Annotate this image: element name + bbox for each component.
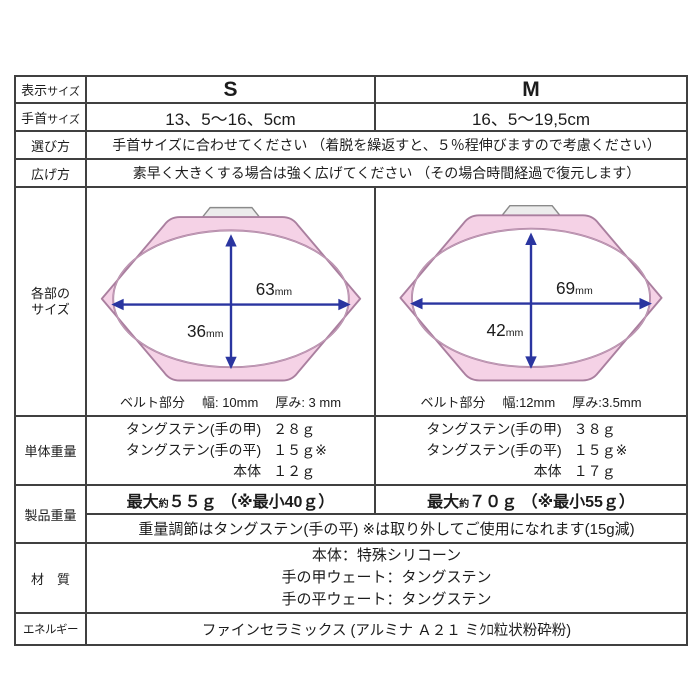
belt-width: 幅:12mm xyxy=(502,395,556,410)
spec-table: 表示サイズ S M 手首サイズ 13、5～16、5cm 16、5～19,5cm … xyxy=(14,75,688,646)
how-to-widen-text: 素早く大きくする場合は強く広げてください （その場合時間経過で復元します） xyxy=(85,158,688,188)
weight-item-name: タングステン(手の甲) xyxy=(125,421,262,437)
row-product-weight-note: 重量調節はタングステン(手の平) ※は取り外してご使用になれます(15g減) xyxy=(15,513,688,544)
size-header-s: S xyxy=(85,75,376,104)
how-to-choose-text: 手首サイズに合わせてください （着脱を繰返すと、５％程伸びますので考慮ください） xyxy=(85,130,688,160)
pw-approx: 約 xyxy=(158,498,169,510)
weight-item-name: タングステン(手の平) xyxy=(426,442,562,458)
label-material: 材 質 xyxy=(14,542,87,614)
pw-prefix: 最大 xyxy=(427,493,460,511)
label-wrist-size-main: 手首 xyxy=(21,110,48,126)
pw-prefix: 最大 xyxy=(126,493,159,511)
pw-min-note: （※最小40ｇ） xyxy=(221,493,335,511)
width-dimension-label: 69mm xyxy=(556,278,593,298)
weight-item-name: 本体 xyxy=(233,463,262,479)
height-dimension-label: 42mm xyxy=(487,320,524,340)
belt-caption-s: ベルト部分 幅: 10mm 厚み: 3 mm xyxy=(119,390,342,414)
row-wrist-size: 手首サイズ 13、5～16、5cm 16、5～19,5cm xyxy=(14,102,688,132)
weight-item-name: タングステン(手の甲) xyxy=(426,421,562,437)
label-display-size-small: サイズ xyxy=(47,86,80,98)
material-line-palm-weight: 手の平ウェート：タングステン xyxy=(281,591,492,608)
weight-item-value: １５ｇ※ xyxy=(273,442,327,458)
clasp-icon xyxy=(500,204,562,216)
label-how-to-choose: 選び方 xyxy=(14,130,87,160)
product-weight-s: 最大約５５ｇ （※最小40ｇ） xyxy=(85,484,376,515)
weight-item-name: 本体 xyxy=(533,463,562,479)
pw-approx: 約 xyxy=(459,498,470,510)
wrist-size-m: 16、5～19,5cm xyxy=(374,102,688,132)
product-weight-note: 重量調節はタングステン(手の平) ※は取り外してご使用になれます(15g減) xyxy=(85,513,688,544)
unit-weight-m: タングステン(手の甲) ３８ｇ タングステン(手の平) １５ｇ※ 本体 １７ｇ xyxy=(374,415,688,486)
material-line-back-weight: 手の甲ウェート：タングステン xyxy=(281,569,492,586)
height-arrow xyxy=(224,234,237,370)
bracelet-diagram-s: 63mm 36mm xyxy=(100,206,361,382)
row-material: 材 質 本体：特殊シリコーン 手の甲ウェート：タングステン 手の平ウェート：タン… xyxy=(14,542,688,614)
label-product-weight: 製品重量 xyxy=(14,484,87,544)
energy-text: ファインセラミックス (アルミナ Ａ２１ ミｸﾛ粒状粉砕粉) xyxy=(85,612,688,646)
pw-value: ７０ｇ xyxy=(469,493,518,511)
weight-item-value: １２ｇ xyxy=(273,463,316,479)
weight-item-value: ３８ｇ xyxy=(573,421,616,437)
label-part-sizes-line2: サイズ xyxy=(31,301,70,317)
row-display-size: 表示サイズ S M xyxy=(14,75,688,104)
label-part-sizes: 各部の サイズ xyxy=(14,186,87,417)
label-display-size-main: 表示 xyxy=(21,83,48,98)
label-how-to-widen: 広げ方 xyxy=(14,158,87,188)
label-energy: エネルギー xyxy=(14,612,87,646)
label-wrist-size-small: サイズ xyxy=(47,113,80,126)
belt-label: ベルト部分 xyxy=(119,395,185,410)
row-how-to-widen: 広げ方 素早く大きくする場合は強く広げてください （その場合時間経過で復元します… xyxy=(14,158,688,188)
size-header-m: M xyxy=(374,75,688,104)
part-sizes-m-cell: 69mm 42mm ベルト部分 幅:12mm 厚み:3.5mm xyxy=(374,186,688,417)
belt-caption-m: ベルト部分 幅:12mm 厚み:3.5mm xyxy=(420,390,642,414)
weight-item-value: １７ｇ xyxy=(573,463,616,479)
bracelet-diagram-m: 69mm 42mm xyxy=(399,204,663,382)
material-line-body: 本体：特殊シリコーン xyxy=(311,547,462,564)
product-weight-m: 最大約７０ｇ （※最小55ｇ） xyxy=(374,484,688,515)
part-sizes-s-cell: 63mm 36mm ベルト部分 幅: 10mm 厚み: 3 mm xyxy=(85,186,376,417)
wrist-size-s: 13、5～16、5cm xyxy=(85,102,376,132)
belt-width: 幅: 10mm xyxy=(201,395,259,410)
weight-item-value: ２８ｇ xyxy=(273,421,316,437)
row-part-sizes: 各部の サイズ xyxy=(14,186,688,417)
height-arrow xyxy=(525,232,537,369)
row-unit-weight: 単体重量 タングステン(手の甲) ２８ｇ タングステン(手の平) １５ｇ※ 本体 １２… xyxy=(14,415,688,486)
weight-item-name: タングステン(手の平) xyxy=(125,442,262,458)
belt-label: ベルト部分 xyxy=(420,395,486,410)
width-dimension-label: 63mm xyxy=(255,280,291,299)
pw-min-note: （※最小55ｇ） xyxy=(521,493,635,511)
unit-weight-s: タングステン(手の甲) ２８ｇ タングステン(手の平) １５ｇ※ 本体 １２ｇ xyxy=(85,415,376,486)
height-dimension-label: 36mm xyxy=(186,322,222,341)
belt-thickness: 厚み:3.5mm xyxy=(572,395,642,410)
pw-value: ５５ｇ xyxy=(168,493,217,511)
weight-item-value: １５ｇ※ xyxy=(573,442,628,458)
row-product-weight-max: 製品重量 最大約５５ｇ （※最小40ｇ） 最大約７０ｇ （※最小55ｇ） xyxy=(14,484,688,544)
label-unit-weight: 単体重量 xyxy=(14,415,87,486)
row-how-to-choose: 選び方 手首サイズに合わせてください （着脱を繰返すと、５％程伸びますので考慮く… xyxy=(14,130,688,160)
belt-thickness: 厚み: 3 mm xyxy=(275,395,342,410)
label-display-size: 表示サイズ xyxy=(14,75,87,104)
material-lines: 本体：特殊シリコーン 手の甲ウェート：タングステン 手の平ウェート：タングステン xyxy=(85,542,688,614)
clasp-icon xyxy=(200,206,261,218)
row-energy: エネルギー ファインセラミックス (アルミナ Ａ２１ ミｸﾛ粒状粉砕粉) xyxy=(14,612,688,646)
label-part-sizes-line1: 各部の xyxy=(30,285,70,301)
label-wrist-size: 手首サイズ xyxy=(14,102,87,132)
